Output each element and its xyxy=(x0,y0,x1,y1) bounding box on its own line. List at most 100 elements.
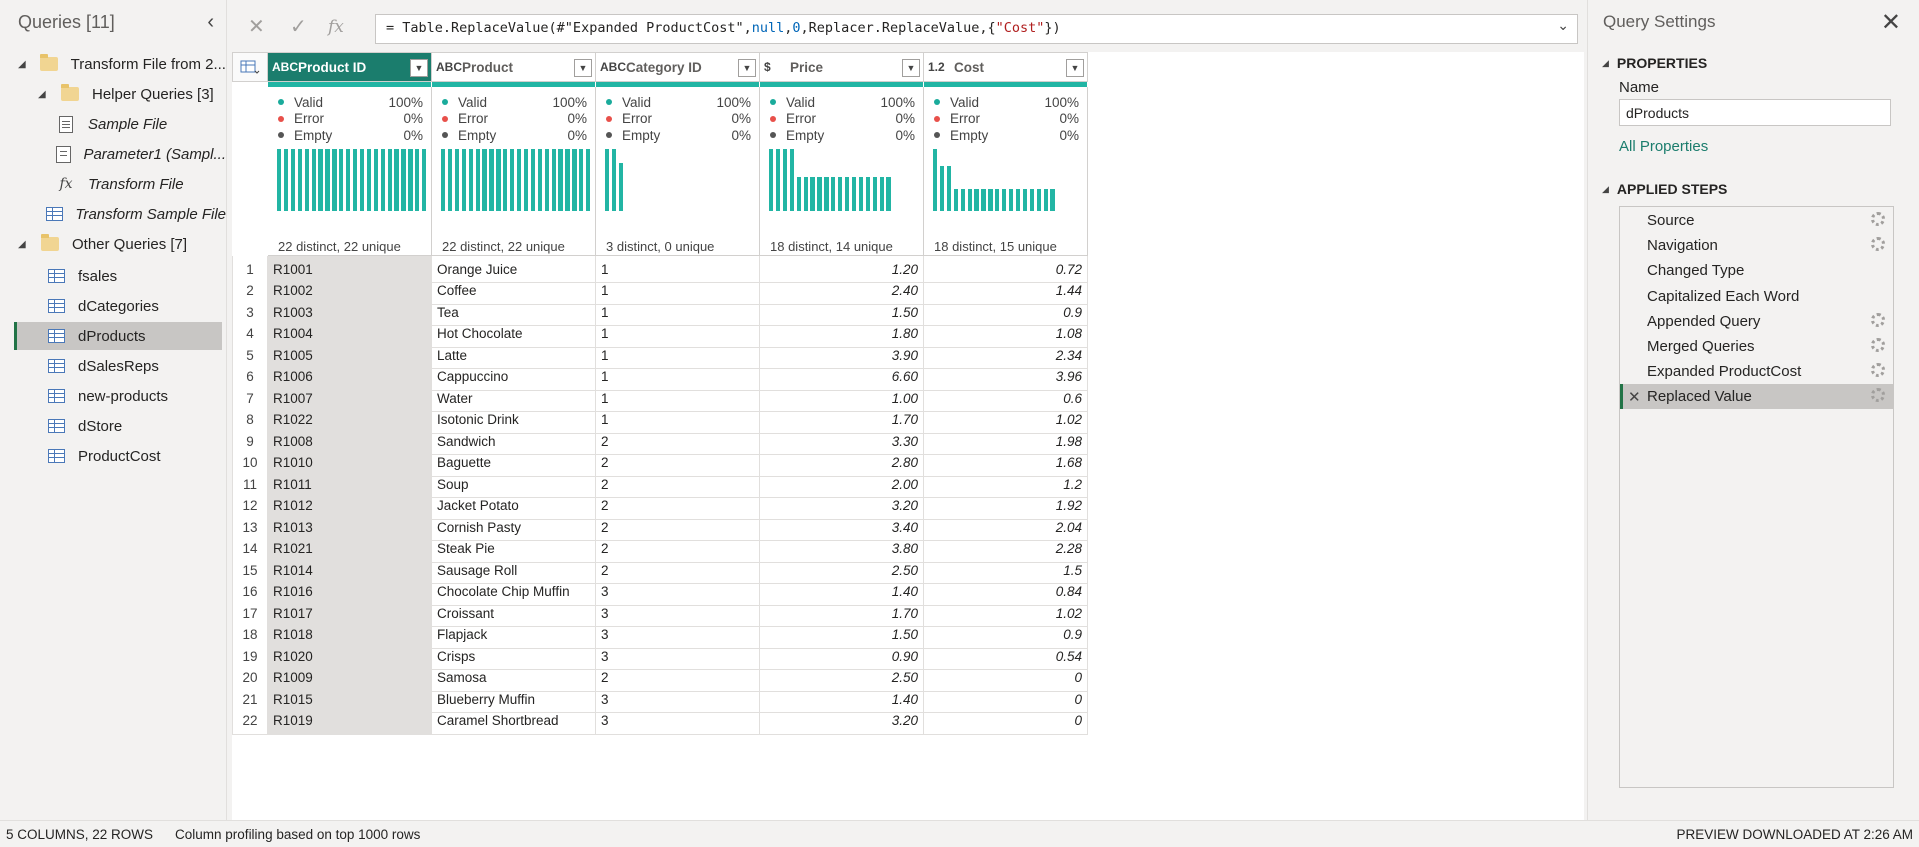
histogram-bar[interactable] xyxy=(311,149,316,211)
cell-category-id[interactable]: 2 xyxy=(596,514,760,541)
cell-cost[interactable]: 2.28 xyxy=(924,535,1088,563)
histogram-bar[interactable] xyxy=(332,149,337,211)
cell-cost[interactable]: 1.02 xyxy=(924,406,1088,434)
cell-cost[interactable]: 0.54 xyxy=(924,643,1088,670)
gear-icon[interactable] xyxy=(1871,388,1885,403)
column-header-product-id[interactable]: ABC Product ID ▼ xyxy=(268,52,432,82)
histogram-bar[interactable] xyxy=(496,149,501,211)
query-item-productcost[interactable]: ProductCost xyxy=(0,442,226,470)
cell-price[interactable]: 2.80 xyxy=(760,449,924,477)
cell-cost[interactable]: 0 xyxy=(924,686,1088,713)
cell-category-id[interactable]: 1 xyxy=(596,277,760,305)
histogram-bar[interactable] xyxy=(810,176,815,211)
histogram-bar[interactable] xyxy=(974,188,979,211)
cell-cost[interactable]: 0 xyxy=(924,707,1088,735)
cell-cost[interactable]: 1.02 xyxy=(924,600,1088,627)
column-filter-dropdown-icon[interactable]: ▼ xyxy=(574,59,592,77)
cell-cost[interactable]: 0.84 xyxy=(924,578,1088,606)
cell-price[interactable]: 3.30 xyxy=(760,428,924,455)
histogram-bar[interactable] xyxy=(283,149,289,211)
cell-price[interactable]: 1.70 xyxy=(760,406,924,434)
applied-step-changed-type[interactable]: Changed Type xyxy=(1620,258,1893,283)
cell-product[interactable]: Isotonic Drink xyxy=(432,406,596,434)
histogram-bar[interactable] xyxy=(1029,188,1034,211)
cell-category-id[interactable]: 2 xyxy=(596,492,760,520)
applied-step-expanded-productcost[interactable]: Expanded ProductCost xyxy=(1620,359,1893,384)
cell-product[interactable]: Cornish Pasty xyxy=(432,514,596,541)
cell-category-id[interactable]: 1 xyxy=(596,363,760,391)
cell-cost[interactable]: 1.44 xyxy=(924,277,1088,305)
column-header-cost[interactable]: 1.2 Cost ▼ xyxy=(924,52,1088,82)
histogram-bar[interactable] xyxy=(967,188,972,211)
cell-category-id[interactable]: 3 xyxy=(596,643,760,670)
histogram-bar[interactable] xyxy=(318,149,323,211)
cell-price[interactable]: 0.90 xyxy=(760,643,924,670)
histogram-bar[interactable] xyxy=(789,149,794,211)
query-item-new-products[interactable]: new-products xyxy=(0,382,226,410)
cell-category-id[interactable]: 2 xyxy=(596,428,760,455)
histogram-bar[interactable] xyxy=(277,149,282,211)
histogram-bar[interactable] xyxy=(441,149,446,211)
histogram-bar[interactable] xyxy=(845,176,850,211)
all-properties-link[interactable]: All Properties xyxy=(1619,138,1709,155)
column-header-category-id[interactable]: ABC Category ID ▼ xyxy=(596,52,760,82)
histogram-bar[interactable] xyxy=(339,149,344,211)
histogram-bar[interactable] xyxy=(831,176,836,211)
applied-step-navigation[interactable]: Navigation xyxy=(1620,233,1893,258)
cell-cost[interactable]: 0.9 xyxy=(924,621,1088,649)
cell-cost[interactable]: 2.34 xyxy=(924,342,1088,369)
query-name-input[interactable] xyxy=(1619,99,1891,126)
cell-product[interactable]: Caramel Shortbread xyxy=(432,707,596,735)
cell-price[interactable]: 2.40 xyxy=(760,277,924,305)
cell-cost[interactable]: 3.96 xyxy=(924,363,1088,391)
cell-product[interactable]: Sandwich xyxy=(432,428,596,455)
query-item-dsalesreps[interactable]: dSalesReps xyxy=(0,352,226,380)
histogram-bar[interactable] xyxy=(482,149,487,211)
row-number[interactable]: 22 xyxy=(232,707,268,735)
cell-price[interactable]: 1.40 xyxy=(760,686,924,713)
column-type-icon[interactable]: ABC xyxy=(436,60,462,74)
histogram-bar[interactable] xyxy=(461,149,466,211)
applied-step-appended-query[interactable]: Appended Query xyxy=(1620,309,1893,334)
histogram-bar[interactable] xyxy=(988,188,993,211)
properties-header[interactable]: ◢ PROPERTIES xyxy=(1602,55,1707,71)
applied-step-source[interactable]: Source xyxy=(1620,208,1893,233)
cell-product[interactable]: Tea xyxy=(432,299,596,326)
histogram-bar[interactable] xyxy=(537,149,542,211)
formula-input[interactable]: = Table.ReplaceValue(#"Expanded ProductC… xyxy=(375,14,1578,44)
cell-category-id[interactable]: 1 xyxy=(596,320,760,348)
histogram-bar[interactable] xyxy=(1036,188,1041,211)
histogram-bar[interactable] xyxy=(346,149,351,211)
cell-product[interactable]: Soup xyxy=(432,471,596,498)
cell-price[interactable]: 1.80 xyxy=(760,320,924,348)
cell-price[interactable]: 3.20 xyxy=(760,707,924,735)
table-menu-icon[interactable] xyxy=(232,52,268,82)
histogram-bar[interactable] xyxy=(960,188,965,211)
query-item-other-queries-7[interactable]: ◢ Other Queries [7] xyxy=(0,230,226,258)
cell-category-id[interactable]: 3 xyxy=(596,600,760,627)
histogram-bar[interactable] xyxy=(530,149,536,211)
histogram-bar[interactable] xyxy=(1009,188,1014,211)
cell-category-id[interactable]: 2 xyxy=(596,557,760,584)
histogram-bar[interactable] xyxy=(824,176,829,211)
cell-cost[interactable]: 1.2 xyxy=(924,471,1088,498)
column-header-product[interactable]: ABC Product ▼ xyxy=(432,52,596,82)
histogram-bar[interactable] xyxy=(297,149,302,211)
cell-product[interactable]: Chocolate Chip Muffin xyxy=(432,578,596,606)
cell-category-id[interactable]: 3 xyxy=(596,707,760,735)
histogram-bar[interactable] xyxy=(359,149,365,211)
cell-price[interactable]: 3.20 xyxy=(760,492,924,520)
cell-price[interactable]: 3.80 xyxy=(760,535,924,563)
cell-cost[interactable]: 1.08 xyxy=(924,320,1088,348)
query-item-transform-sample-file[interactable]: Transform Sample File xyxy=(0,200,226,228)
cell-product[interactable]: Baguette xyxy=(432,449,596,477)
histogram-bar[interactable] xyxy=(1022,188,1028,211)
histogram-bar[interactable] xyxy=(394,149,399,211)
column-type-icon[interactable]: $ xyxy=(764,60,771,74)
expand-triangle-icon[interactable]: ◢ xyxy=(18,238,26,250)
cell-price[interactable]: 2.00 xyxy=(760,471,924,498)
cell-cost[interactable]: 0.9 xyxy=(924,299,1088,326)
cell-price[interactable]: 2.50 xyxy=(760,557,924,584)
histogram-bar[interactable] xyxy=(1043,188,1048,211)
cell-category-id[interactable]: 3 xyxy=(596,686,760,713)
